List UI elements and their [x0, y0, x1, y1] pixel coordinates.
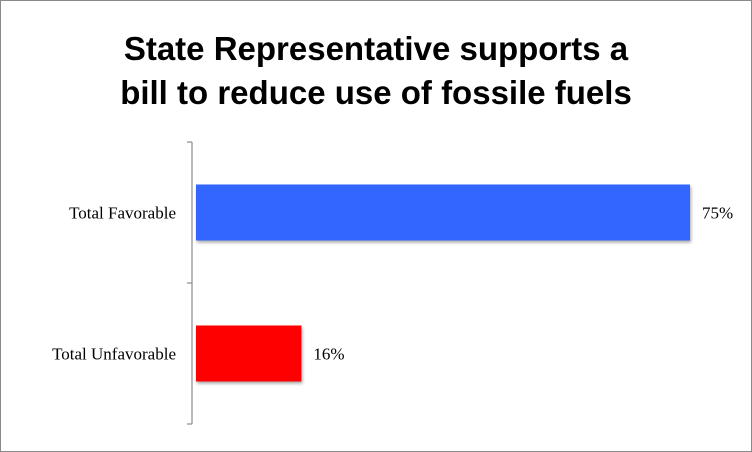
- bar: [196, 184, 690, 241]
- bar-series: [196, 184, 690, 382]
- bar: [196, 325, 302, 382]
- label-layer: Total Favorable 75% Total Unfavorable 16%: [52, 204, 733, 364]
- category-tick-label: Total Favorable: [69, 204, 176, 223]
- category-tick-label: Total Unfavorable: [52, 345, 176, 364]
- chart-title-line-2: bill to reduce use of fossile fuels: [120, 74, 632, 111]
- data-label: 75%: [702, 204, 733, 223]
- category-axis: [187, 141, 193, 425]
- data-label: 16%: [313, 345, 344, 364]
- chart-title: State Representative supports a bill to …: [1, 27, 751, 115]
- chart-title-line-1: State Representative supports a: [123, 30, 629, 67]
